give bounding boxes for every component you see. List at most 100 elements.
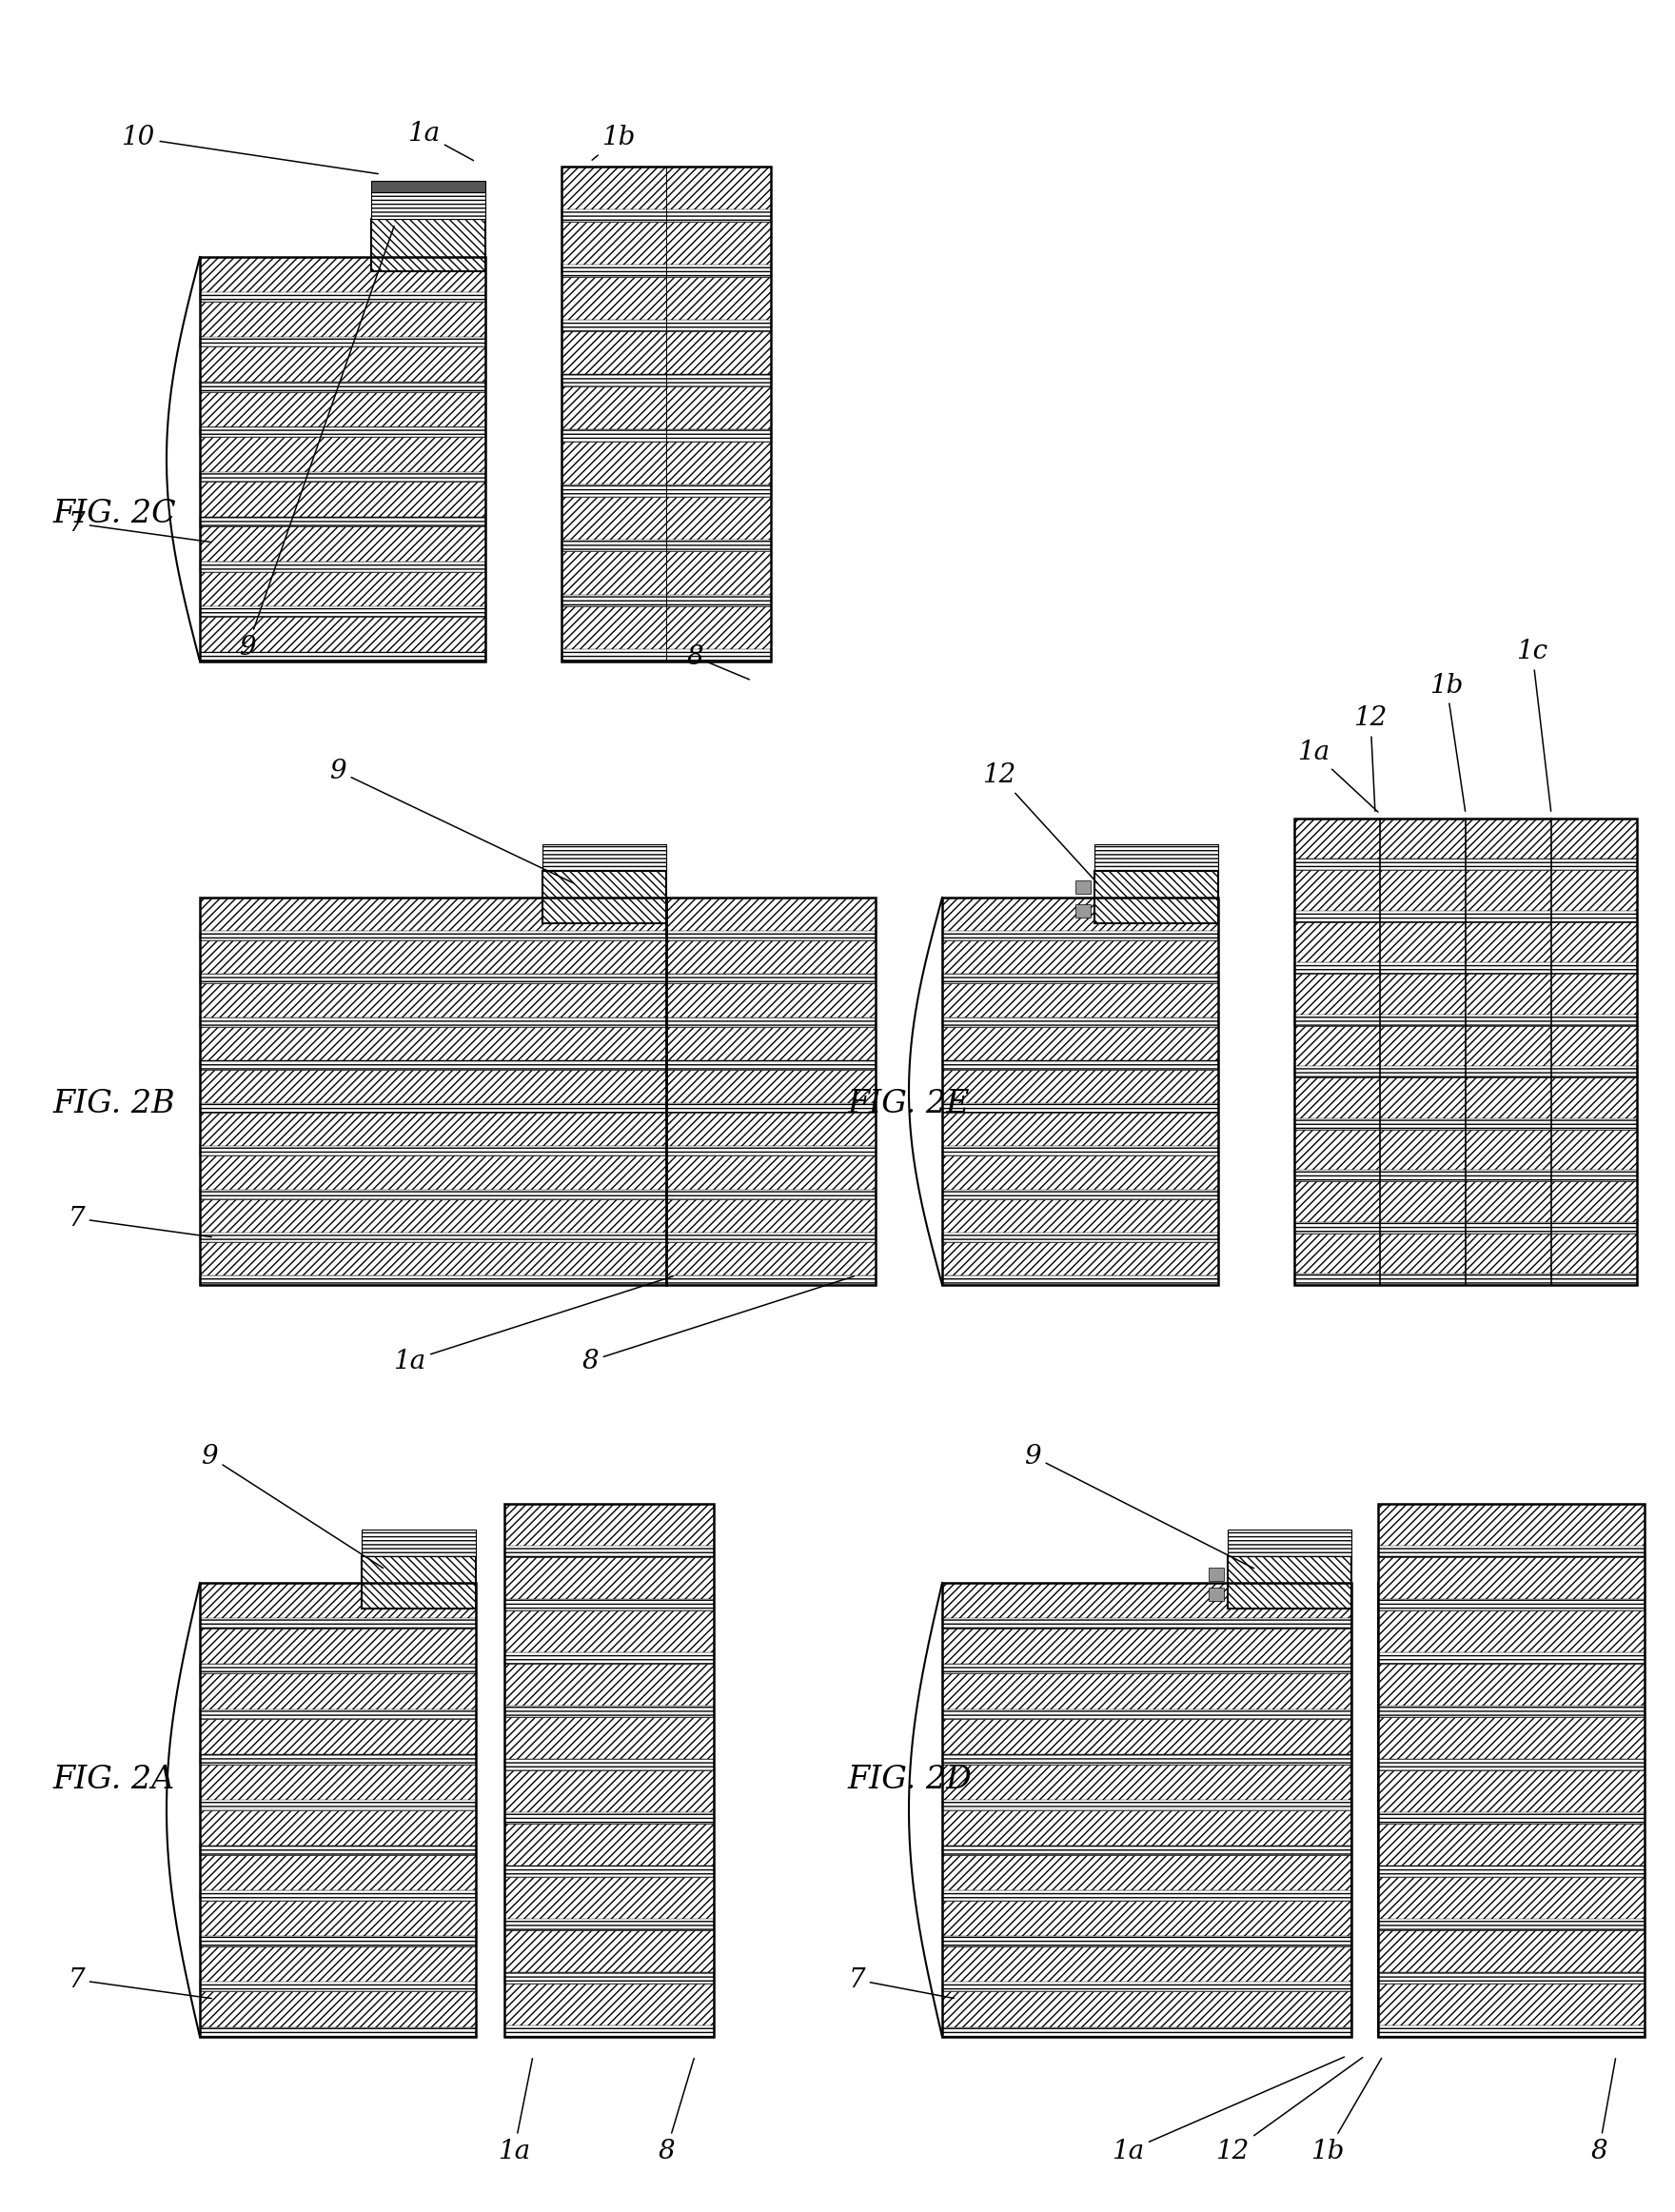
Text: 9: 9 bbox=[240, 226, 394, 659]
Bar bbox=[561, 484, 770, 495]
Bar bbox=[667, 1241, 876, 1276]
Bar bbox=[561, 166, 770, 661]
Bar bbox=[199, 427, 486, 436]
Bar bbox=[372, 181, 486, 192]
Bar bbox=[1295, 1130, 1636, 1170]
Bar bbox=[1379, 1546, 1645, 1557]
Bar bbox=[199, 898, 667, 1285]
Bar bbox=[1295, 911, 1636, 922]
Bar bbox=[199, 518, 486, 526]
Bar bbox=[504, 1823, 714, 1865]
Bar bbox=[941, 1104, 1218, 1113]
Bar bbox=[199, 931, 667, 940]
Bar bbox=[561, 374, 770, 387]
Bar bbox=[941, 1071, 1218, 1104]
Bar bbox=[1379, 1705, 1645, 1717]
Bar bbox=[1379, 1931, 1645, 1971]
Bar bbox=[199, 1619, 476, 1628]
Text: 12: 12 bbox=[1353, 706, 1387, 812]
Bar bbox=[199, 1157, 667, 1190]
Bar bbox=[199, 1845, 476, 1856]
Bar bbox=[504, 1812, 714, 1823]
Bar bbox=[199, 1113, 667, 1146]
Bar bbox=[199, 1991, 476, 2026]
Bar bbox=[543, 845, 667, 872]
Bar bbox=[199, 1190, 667, 1199]
Bar bbox=[1295, 1181, 1636, 1221]
Text: 9: 9 bbox=[201, 1444, 384, 1568]
Text: 1a: 1a bbox=[497, 2059, 533, 2163]
Bar bbox=[667, 940, 876, 973]
Bar bbox=[1379, 1557, 1645, 1599]
Bar bbox=[1295, 973, 1636, 1015]
Bar bbox=[199, 471, 486, 482]
Bar bbox=[941, 2026, 1352, 2037]
Bar bbox=[199, 940, 667, 973]
Bar bbox=[504, 1546, 714, 1557]
Bar bbox=[1094, 845, 1218, 872]
Bar bbox=[561, 595, 770, 606]
Bar bbox=[199, 1060, 667, 1071]
Bar bbox=[199, 1754, 476, 1765]
Text: FIG. 2B: FIG. 2B bbox=[52, 1088, 174, 1119]
Bar bbox=[667, 931, 876, 940]
Bar bbox=[199, 1584, 476, 1619]
Bar bbox=[941, 1060, 1218, 1071]
Bar bbox=[372, 219, 486, 272]
Bar bbox=[199, 1018, 667, 1026]
Bar bbox=[199, 1891, 476, 1900]
Bar bbox=[1295, 1026, 1636, 1066]
Bar bbox=[941, 1845, 1352, 1856]
Bar bbox=[941, 1584, 1352, 1619]
Text: 9: 9 bbox=[1023, 1444, 1255, 1568]
Bar bbox=[504, 1984, 714, 2026]
Bar bbox=[561, 650, 770, 661]
Bar bbox=[504, 1599, 714, 1610]
Bar bbox=[667, 1018, 876, 1026]
Bar bbox=[941, 1754, 1352, 1765]
Bar bbox=[941, 898, 1218, 931]
Bar bbox=[199, 973, 667, 984]
Bar bbox=[1379, 1878, 1645, 1918]
Bar bbox=[504, 1504, 714, 2037]
Bar bbox=[199, 347, 486, 383]
Bar bbox=[199, 1104, 667, 1113]
Bar bbox=[199, 1856, 476, 1891]
Bar bbox=[1295, 1077, 1636, 1117]
Bar bbox=[941, 973, 1218, 984]
Bar bbox=[199, 571, 486, 606]
Bar bbox=[1295, 1274, 1636, 1285]
Bar bbox=[1295, 1170, 1636, 1181]
Bar bbox=[941, 1619, 1352, 1628]
Bar bbox=[941, 1809, 1352, 1845]
Text: 7: 7 bbox=[67, 511, 211, 542]
Bar bbox=[941, 984, 1218, 1018]
Bar bbox=[1228, 1528, 1352, 1557]
Bar bbox=[561, 606, 770, 650]
Bar bbox=[504, 1663, 714, 1705]
Bar bbox=[504, 1717, 714, 1759]
Bar bbox=[941, 1674, 1352, 1710]
Bar bbox=[372, 192, 486, 219]
Bar bbox=[941, 1628, 1352, 1663]
Bar bbox=[199, 1801, 476, 1809]
Bar bbox=[941, 1276, 1218, 1285]
Bar bbox=[941, 1241, 1218, 1276]
Bar bbox=[941, 1584, 1352, 2037]
Bar bbox=[1379, 1770, 1645, 1812]
Bar bbox=[667, 1276, 876, 1285]
Text: 1b: 1b bbox=[1430, 672, 1466, 812]
Bar bbox=[199, 257, 486, 292]
Bar bbox=[199, 617, 486, 653]
Text: 1c: 1c bbox=[1516, 639, 1551, 812]
Bar bbox=[199, 482, 486, 518]
Bar bbox=[1295, 818, 1636, 1285]
Text: 12: 12 bbox=[983, 763, 1097, 883]
Bar bbox=[1379, 1865, 1645, 1878]
Bar bbox=[1295, 1015, 1636, 1026]
Bar bbox=[199, 1674, 476, 1710]
Bar bbox=[1379, 1599, 1645, 1610]
Bar bbox=[667, 1190, 876, 1199]
Text: 1a: 1a bbox=[1296, 739, 1379, 812]
Bar bbox=[504, 1865, 714, 1878]
